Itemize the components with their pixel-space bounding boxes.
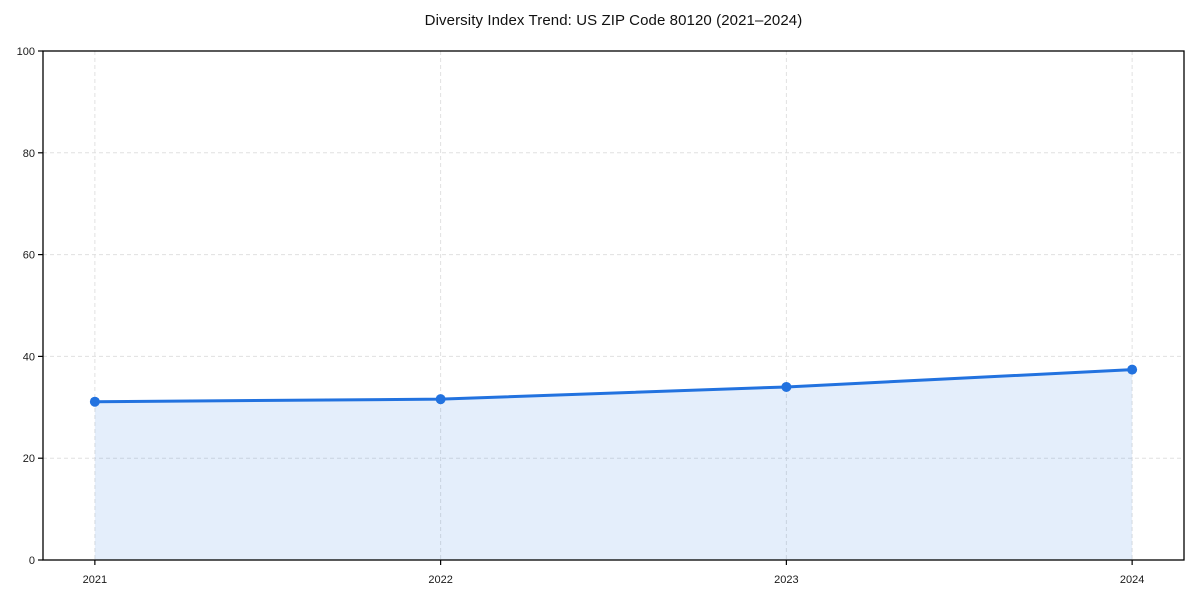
y-tick-label: 40 (23, 351, 35, 363)
chart-title: Diversity Index Trend: US ZIP Code 80120… (424, 12, 803, 29)
plot-frame (42, 50, 1185, 561)
trend-line (93, 368, 1134, 404)
data-point-2021 (89, 396, 100, 407)
y-tick-label: 60 (23, 250, 35, 262)
y-tick-label: 20 (23, 453, 35, 465)
y-tick-label: 100 (17, 46, 35, 58)
data-point-2022 (435, 394, 446, 405)
x-tick-label: 2021 (83, 574, 107, 586)
area-fill (94, 369, 1133, 560)
data-point-2024 (1127, 364, 1138, 375)
x-tick-label: 2022 (428, 574, 452, 586)
y-tick-label: 0 (29, 555, 35, 567)
x-tick-label: 2023 (774, 574, 798, 586)
x-tick-label: 2024 (1120, 574, 1144, 586)
data-point-2023 (781, 381, 792, 392)
y-tick-label: 80 (23, 148, 35, 160)
